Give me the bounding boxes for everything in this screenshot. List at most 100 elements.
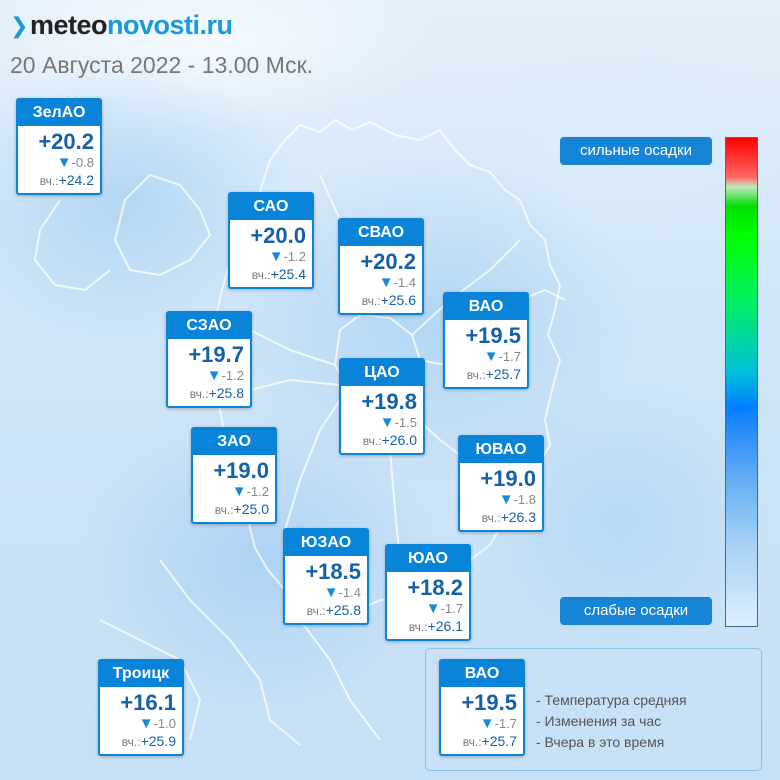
district-name: ЗелАО [18, 100, 100, 126]
yesterday-temperature: вч.:+25.6 [340, 291, 422, 313]
yesterday-label: вч.: [214, 503, 234, 517]
district-temperature: +19.8 [361, 389, 417, 414]
yesterday-value: +25.9 [140, 733, 176, 749]
hourly-change: ▼-1.5 [341, 414, 423, 431]
district-temperature: +18.2 [407, 575, 463, 600]
hourly-change-value: -1.0 [153, 716, 176, 731]
district-name: ЮАО [387, 546, 469, 572]
yesterday-temperature: вч.:+25.0 [193, 500, 275, 522]
district-temperature: +19.5 [465, 323, 521, 348]
down-triangle-icon: ▼ [483, 348, 499, 365]
hourly-change-value: -1.2 [246, 484, 269, 499]
yesterday-temperature: вч.:+24.2 [18, 171, 100, 193]
yesterday-label: вч.: [408, 620, 428, 634]
district-temperature: +19.5 [461, 690, 517, 715]
yesterday-temperature: вч.:+26.1 [387, 617, 469, 639]
yesterday-value: +24.2 [58, 172, 94, 188]
district-card-yuao: ЮАО +18.2 ▼-1.7 вч.:+26.1 [385, 544, 471, 641]
down-triangle-icon: ▼ [425, 600, 441, 617]
hourly-change: ▼-1.0 [100, 715, 182, 732]
district-name: ЗАО [193, 429, 275, 455]
scale-label-light: слабые осадки [560, 597, 712, 625]
hourly-change-value: -0.8 [71, 155, 94, 170]
hourly-change: ▼-1.2 [168, 367, 250, 384]
district-temperature: +19.0 [213, 458, 269, 483]
yesterday-label: вч.: [361, 294, 381, 308]
district-name: ВАО [441, 661, 523, 687]
yesterday-label: вч.: [306, 604, 326, 618]
yesterday-label: вч.: [466, 368, 486, 382]
district-card-zao: ЗАО +19.0 ▼-1.2 вч.:+25.0 [191, 427, 277, 524]
hourly-change-value: -1.2 [283, 249, 306, 264]
hourly-change-value: -1.4 [338, 585, 361, 600]
district-name: ВАО [445, 294, 527, 320]
yesterday-label: вч.: [39, 174, 59, 188]
yesterday-value: +25.7 [481, 733, 517, 749]
district-card-yuzao: ЮЗАО +18.5 ▼-1.4 вч.:+25.8 [283, 528, 369, 625]
district-name: Троицк [100, 661, 182, 687]
precipitation-color-scale [725, 137, 758, 627]
down-triangle-icon: ▼ [138, 715, 154, 732]
district-temperature: +19.7 [188, 342, 244, 367]
down-triangle-icon: ▼ [323, 584, 339, 601]
yesterday-value: +26.1 [427, 618, 463, 634]
hourly-change: ▼-0.8 [18, 154, 100, 171]
hourly-change: ▼-1.7 [441, 715, 523, 732]
hourly-change: ▼-1.2 [193, 483, 275, 500]
yesterday-label: вч.: [481, 511, 501, 525]
yesterday-label: вч.: [462, 735, 482, 749]
legend-line-average-temp: - Температура средняя [536, 692, 687, 708]
yesterday-label: вч.: [251, 268, 271, 282]
down-triangle-icon: ▼ [268, 248, 284, 265]
hourly-change: ▼-1.4 [285, 584, 367, 601]
logo-text-novosti: novosti.ru [106, 10, 233, 40]
yesterday-temperature: вч.:+25.9 [100, 732, 182, 754]
district-temperature: +20.2 [360, 249, 416, 274]
yesterday-label: вч.: [189, 387, 209, 401]
down-triangle-icon: ▼ [479, 715, 495, 732]
yesterday-temperature: вч.:+25.8 [285, 601, 367, 623]
yesterday-value: +25.4 [270, 266, 306, 282]
hourly-change-value: -1.2 [221, 368, 244, 383]
yesterday-value: +26.3 [500, 509, 536, 525]
logo-text-meteo: meteo [29, 10, 108, 40]
yesterday-label: вч.: [121, 735, 141, 749]
hourly-change: ▼-1.4 [340, 274, 422, 291]
district-card-svao: СВАО +20.2 ▼-1.4 вч.:+25.6 [338, 218, 424, 315]
hourly-change-value: -1.5 [394, 415, 417, 430]
down-triangle-icon: ▼ [231, 483, 247, 500]
yesterday-label: вч.: [362, 434, 382, 448]
hourly-change: ▼-1.7 [387, 600, 469, 617]
district-temperature: +20.2 [38, 129, 94, 154]
yesterday-value: +25.6 [380, 292, 416, 308]
yesterday-value: +25.0 [233, 501, 269, 517]
district-name: СВАО [340, 220, 422, 246]
legend-descriptions: - Температура средняя - Изменения за час… [536, 690, 687, 753]
date-time-title: 20 Августа 2022 - 13.00 Мск. [10, 52, 314, 78]
hourly-change: ▼-1.8 [460, 491, 542, 508]
legend-line-yesterday: - Вчера в это время [536, 734, 665, 750]
district-card-zelao: ЗелАО +20.2 ▼-0.8 вч.:+24.2 [16, 98, 102, 195]
yesterday-temperature: вч.:+25.4 [230, 265, 312, 287]
district-temperature: +16.1 [120, 690, 176, 715]
yesterday-value: +25.8 [208, 385, 244, 401]
hourly-change: ▼-1.7 [445, 348, 527, 365]
yesterday-value: +26.0 [381, 432, 417, 448]
down-triangle-icon: ▼ [206, 367, 222, 384]
district-name: ЦАО [341, 360, 423, 386]
district-temperature: +18.5 [305, 559, 361, 584]
district-name: ЮВАО [460, 437, 542, 463]
hourly-change-value: -1.8 [513, 492, 536, 507]
yesterday-value: +25.7 [485, 366, 521, 382]
yesterday-value: +25.8 [325, 602, 361, 618]
legend-example-card: ВАО +19.5 ▼-1.7 вч.:+25.7 [439, 659, 525, 756]
legend-line-hourly-change: - Изменения за час [536, 713, 662, 729]
district-temperature: +19.0 [480, 466, 536, 491]
site-logo[interactable]: ❯ meteo novosti.ru [10, 10, 233, 41]
district-card-yuvao: ЮВАО +19.0 ▼-1.8 вч.:+26.3 [458, 435, 544, 532]
district-name: САО [230, 194, 312, 220]
district-card-troitsk: Троицк +16.1 ▼-1.0 вч.:+25.9 [98, 659, 184, 756]
district-card-vao: ВАО +19.5 ▼-1.7 вч.:+25.7 [443, 292, 529, 389]
hourly-change-value: -1.7 [498, 349, 521, 364]
yesterday-temperature: вч.:+25.7 [445, 365, 527, 387]
